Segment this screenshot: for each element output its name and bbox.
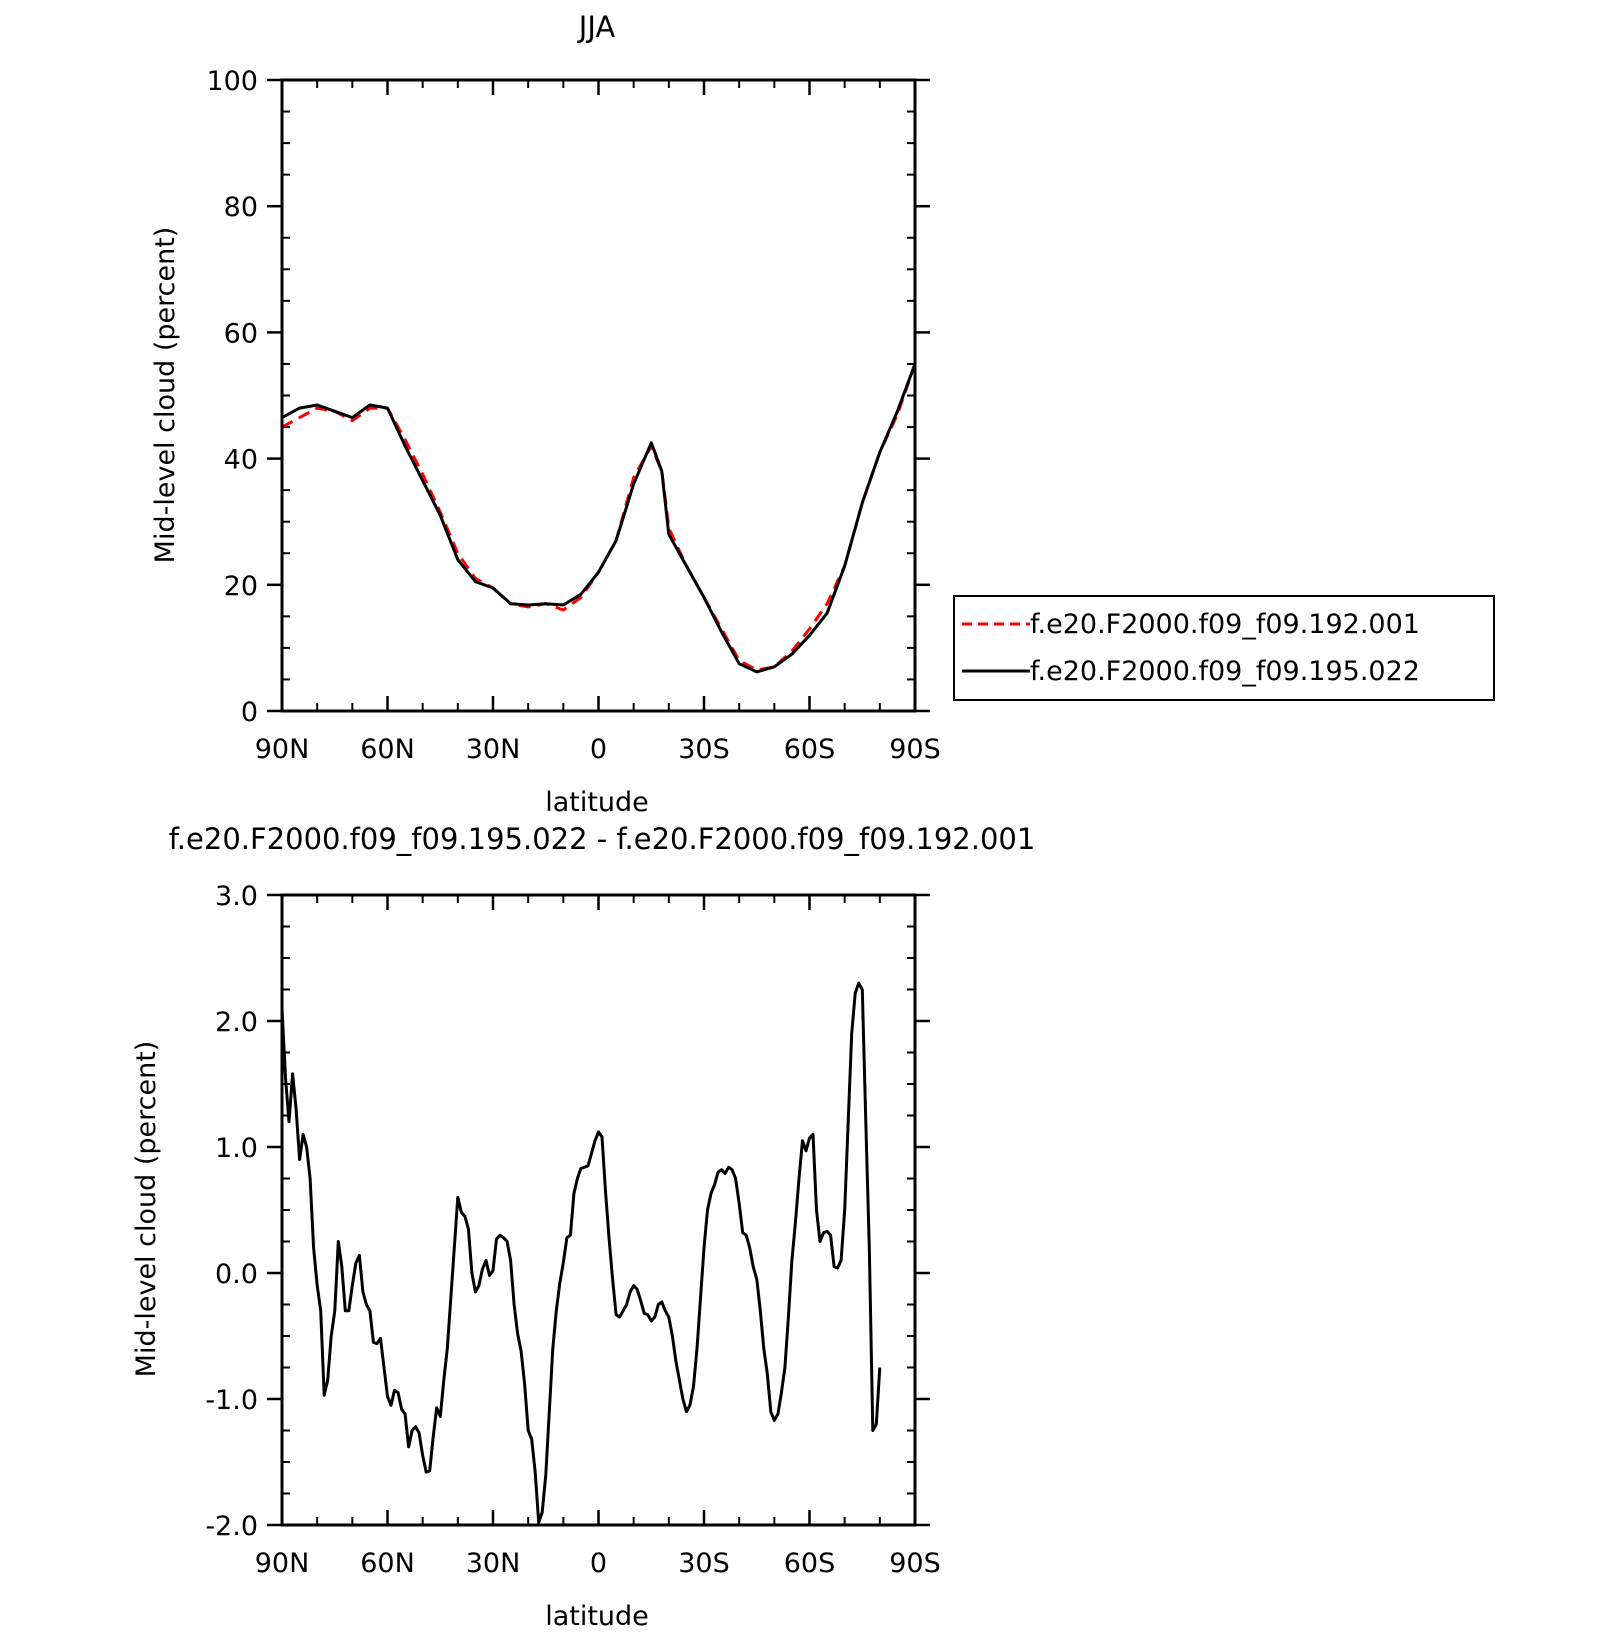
bottom-x-tick-label: 30N [466, 1548, 521, 1579]
top-chart-y-axis-label: Mid-level cloud (percent) [150, 227, 181, 564]
top-x-tick-label: 30S [678, 734, 730, 765]
top-chart-series [281, 363, 917, 674]
bottom-y-tick-label: -2.0 [205, 1511, 258, 1542]
bottom-x-tick-label: 90N [255, 1548, 310, 1579]
bottom-chart-series [280, 981, 882, 1524]
top-x-tick-label: 60S [784, 734, 836, 765]
bottom-y-tick-label: 2.0 [215, 1007, 258, 1038]
top-chart-title: JJA [577, 10, 616, 44]
bottom-y-tick-label: 0.0 [215, 1259, 258, 1290]
top-chart-x-axis-label: latitude [545, 787, 649, 818]
top-x-tick-label: 90N [255, 734, 310, 765]
bottom-y-tick-label: 3.0 [215, 881, 258, 912]
top-series-line-1 [281, 363, 917, 674]
top-chart-x-tick-labels: 90N 60N 30N 0 30S 60S 90S [255, 734, 941, 765]
bottom-x-tick-label: 0 [590, 1548, 607, 1579]
top-y-tick-label: 60 [224, 318, 258, 349]
top-x-tick-label: 90S [889, 734, 941, 765]
bottom-chart-frame [280, 893, 917, 1527]
top-chart-y-tick-labels: 0 20 40 60 80 100 [206, 66, 258, 728]
top-y-tick-label: 80 [224, 192, 258, 223]
top-y-tick-label: 0 [241, 697, 258, 728]
bottom-chart-title: f.e20.F2000.f09_f09.195.022 - f.e20.F200… [169, 822, 1036, 856]
bottom-chart: f.e20.F2000.f09_f09.195.022 - f.e20.F200… [131, 822, 1035, 1632]
legend-label-192-001: f.e20.F2000.f09_f09.192.001 [1030, 609, 1420, 640]
bottom-y-tick-label: -1.0 [205, 1385, 258, 1416]
top-y-tick-label: 40 [224, 445, 258, 476]
legend: f.e20.F2000.f09_f09.192.001 f.e20.F2000.… [953, 595, 1495, 701]
top-chart: JJA 0 20 40 60 80 100 90N 60N 30N 0 30S 60S 90S lat… [150, 10, 941, 818]
bottom-series-line-0 [280, 981, 882, 1524]
bottom-x-tick-label: 90S [889, 1548, 941, 1579]
bottom-chart-y-tick-labels: -2.0 -1.0 0.0 1.0 2.0 3.0 [205, 881, 258, 1542]
top-x-tick-label: 30N [466, 734, 521, 765]
top-x-tick-label: 0 [590, 734, 607, 765]
bottom-x-tick-label: 30S [678, 1548, 730, 1579]
legend-label-195-022: f.e20.F2000.f09_f09.195.022 [1030, 656, 1420, 687]
bottom-chart-x-axis-label: latitude [545, 1601, 649, 1632]
bottom-y-tick-label: 1.0 [215, 1133, 258, 1164]
bottom-x-tick-label: 60N [360, 1548, 415, 1579]
top-x-tick-label: 60N [360, 734, 415, 765]
top-y-tick-label: 100 [206, 66, 258, 97]
bottom-chart-y-axis-label: Mid-level cloud (percent) [131, 1041, 162, 1378]
legend-frame [953, 595, 1495, 701]
top-y-tick-label: 20 [224, 571, 258, 602]
bottom-chart-x-tick-labels: 90N 60N 30N 0 30S 60S 90S [255, 1548, 941, 1579]
top-chart-frame [280, 78, 917, 713]
bottom-x-tick-label: 60S [784, 1548, 836, 1579]
